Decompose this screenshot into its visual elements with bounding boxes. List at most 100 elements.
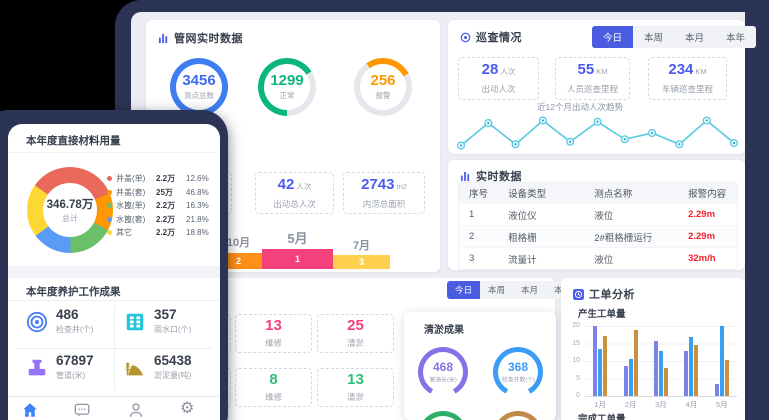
- stat-value: 13: [347, 371, 364, 388]
- rain-inlet-icon: [126, 313, 144, 330]
- gauge-label: 正常: [279, 91, 295, 100]
- x-axis-label: 5月: [715, 400, 728, 409]
- cell-point-name: 液位: [594, 254, 614, 266]
- inspection-well-icon: [26, 311, 48, 332]
- table-row[interactable]: 3 流量计 液位 32m/h: [459, 247, 737, 269]
- bar-series-tan: [694, 345, 699, 396]
- legend-label: 水篦(单): [116, 201, 146, 211]
- tabbar-item-profile[interactable]: [127, 401, 145, 420]
- bar-group: [593, 326, 608, 396]
- tab-today[interactable]: 今日: [592, 26, 634, 48]
- stat-label: 内涝总面积: [362, 198, 406, 209]
- bar-group: [623, 329, 638, 396]
- y-axis-label: 0: [576, 392, 580, 399]
- result-label: 淤泥量(吨): [154, 371, 192, 380]
- results-panel-title: 本年度养护工作成果: [26, 286, 121, 298]
- bar-series-tan: [724, 360, 729, 396]
- legend-pct: 16.3%: [186, 201, 209, 211]
- table-row[interactable]: 1 液位仪 液位 2.29m: [459, 203, 737, 225]
- patrol-panel-title: 巡查情况: [476, 32, 522, 44]
- donut-total-label: 总计: [62, 214, 78, 223]
- materials-legend: 井盖(单) 2.2万 12.6% 井盖(套) 25万 46.8% 水篦(单) 2.2万 16…: [107, 172, 219, 240]
- bar-series-purple: [623, 365, 628, 396]
- result-label: 雨水口(个): [154, 325, 192, 334]
- cell-index: 3: [469, 253, 475, 264]
- gauge-label: 测点总数: [184, 91, 214, 100]
- y-axis-label: 20: [572, 322, 580, 329]
- tab-month[interactable]: 本月: [521, 285, 539, 295]
- bar-series-purple: [653, 341, 658, 396]
- chart2-title: 完成工单量: [578, 414, 626, 420]
- legend-value: 2.2万: [156, 228, 176, 238]
- bar-chart-icon: [158, 33, 168, 43]
- tabbar-item-settings[interactable]: ⚙: [180, 400, 194, 418]
- chat-bubble-icon: [74, 403, 90, 417]
- cell-alarm-value: 2.29m: [688, 231, 716, 242]
- stat-unit: KM: [596, 67, 608, 76]
- stat-unit: 人次: [500, 67, 516, 76]
- legend-label: 其它: [116, 228, 132, 238]
- stat-label: 人员巡查里程: [566, 84, 618, 94]
- cell-device-type: 液位仪: [508, 210, 537, 222]
- gauge-value: 1299: [270, 72, 304, 89]
- tab-month[interactable]: 本月: [685, 33, 705, 44]
- cell-index: 1: [469, 209, 475, 220]
- gauge-total-points: 3456 测点总数: [170, 58, 228, 116]
- y-axis-label: 10: [572, 357, 580, 364]
- bar-series-blue: [598, 348, 603, 396]
- trend-chart-title: 近12个月出动人次趋势: [537, 102, 623, 112]
- gear-icon: ⚙: [180, 400, 195, 417]
- cell-alarm-value: 32m/h: [688, 253, 716, 264]
- legend-item: 井盖(单) 2.2万 12.6%: [107, 172, 219, 186]
- x-axis-label: 1月: [594, 400, 607, 409]
- stat-card-repair-1: 13 维修: [235, 314, 312, 353]
- x-axis-label: 2月: [624, 400, 637, 409]
- tab-week[interactable]: 本周: [644, 33, 664, 44]
- stat-card-dredge-1: 25 清淤: [317, 314, 394, 353]
- tab-today[interactable]: 今日: [447, 281, 481, 299]
- legend-item: 水篦(单) 2.2万 16.3%: [107, 199, 219, 213]
- bar-series-purple: [714, 384, 719, 396]
- gauge-well-count: 368 检查井数(个): [493, 347, 543, 397]
- result-value: 65438: [154, 353, 192, 368]
- bar-series-blue: [689, 337, 694, 396]
- bar-chart-icon: [460, 171, 470, 181]
- result-value: 67897: [56, 353, 94, 368]
- realtime-panel-title: 实时数据: [476, 171, 522, 183]
- gauge-partial: [493, 411, 543, 420]
- legend-item: 水篦(套) 2.2万 21.8%: [107, 213, 219, 227]
- podium-bar-rank1: 1: [262, 249, 333, 269]
- alarm-table: 序号 设备类型 测点名称 报警内容 1 液位仪 液位 2.29m 2 粗格栅 2…: [458, 182, 738, 270]
- person-icon: [129, 403, 143, 417]
- stat-label: 维修: [264, 392, 282, 402]
- stat-value: 55: [577, 61, 595, 78]
- result-item-sludge: 65438 淤泥量(吨): [124, 354, 192, 381]
- x-axis-label: 3月: [655, 400, 667, 409]
- network-panel-title: 管网实时数据: [174, 33, 243, 45]
- table-row[interactable]: 2 粗格栅 2#粗格栅运行 2.29m: [459, 225, 737, 247]
- x-axis-label: 4月: [685, 400, 698, 409]
- gauge-pipe-length: 468 管道长(米): [418, 347, 468, 397]
- gauge-normal: 1299 正常: [258, 58, 316, 116]
- legend-dot: [107, 230, 112, 236]
- stat-value: 2743: [361, 175, 395, 193]
- tabbar-item-messages[interactable]: [73, 401, 91, 420]
- gauge-label: 检查井数(个): [501, 376, 535, 383]
- tab-week[interactable]: 本周: [488, 285, 506, 295]
- stat-value: 234: [668, 61, 694, 78]
- gauge-value: 368: [507, 359, 529, 374]
- bar-series-blue: [628, 358, 633, 396]
- podium-month-2: 10月: [226, 237, 251, 249]
- gauge-alarm: 256 报警: [354, 58, 412, 116]
- tab-year[interactable]: 本年: [726, 33, 746, 44]
- tabbar-item-home[interactable]: [21, 401, 39, 420]
- legend-pct: 46.8%: [186, 187, 209, 197]
- y-axis-label: 15: [572, 339, 580, 347]
- bar-series-blue: [658, 350, 663, 396]
- legend-dot: [107, 203, 112, 209]
- realtime-data-panel: 实时数据: [448, 160, 745, 270]
- stat-unit: m2: [396, 181, 407, 191]
- legend-dot: [107, 189, 112, 195]
- materials-donut-chart: 346.78万 总计: [27, 167, 113, 253]
